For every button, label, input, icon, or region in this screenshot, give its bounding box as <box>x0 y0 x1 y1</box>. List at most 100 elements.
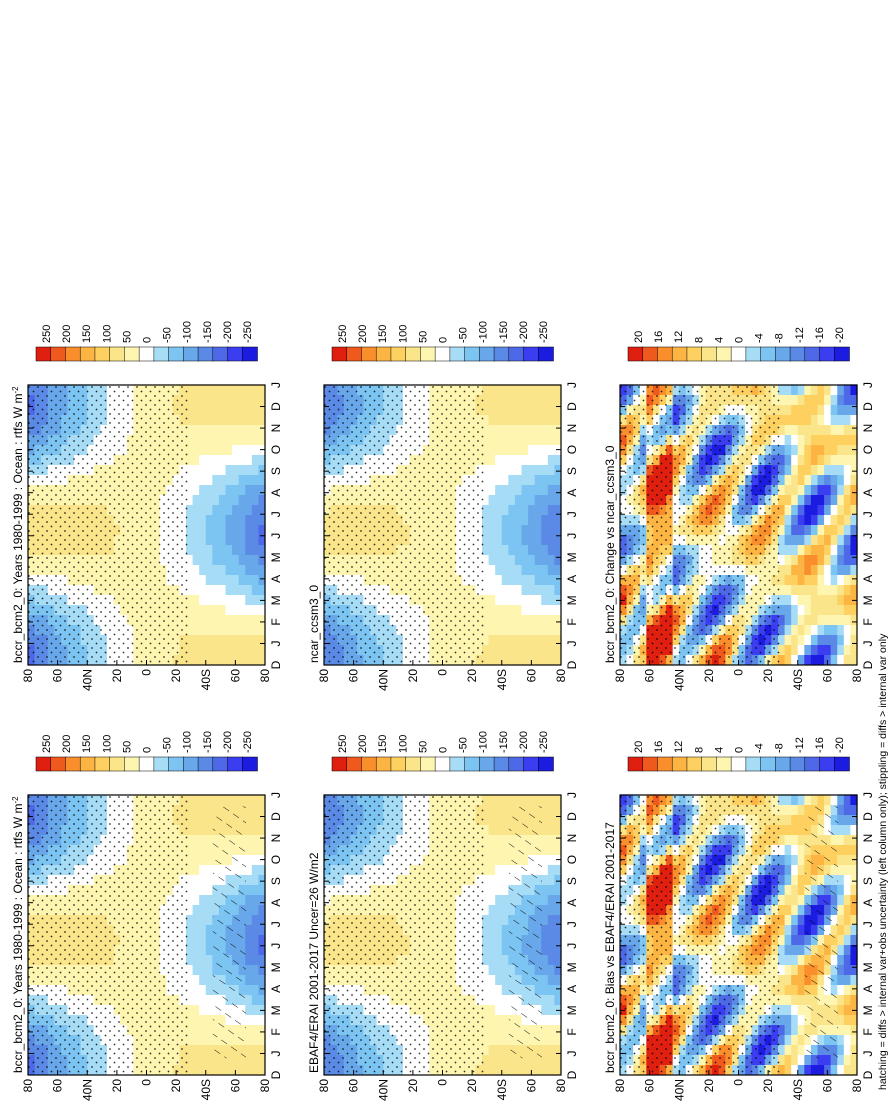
heatmap-cell <box>554 544 562 555</box>
heatmap-cell <box>843 1024 852 1035</box>
colorbar-swatch <box>50 346 67 362</box>
heatmap-cell <box>508 554 516 565</box>
y-tick-label: 20 <box>169 669 183 683</box>
heatmap-cell <box>258 974 266 985</box>
heatmap-cell <box>192 984 200 995</box>
heatmap-cell <box>791 1004 799 1015</box>
heatmap-cell <box>245 834 253 845</box>
heatmap-cell <box>784 984 792 995</box>
heatmap-cell <box>192 944 200 955</box>
heatmap-cell <box>251 944 260 955</box>
heatmap-cell <box>251 594 260 605</box>
heatmap-cell <box>508 794 516 805</box>
heatmap-cell <box>245 914 253 925</box>
heatmap-cell <box>205 1014 213 1025</box>
colorbar-tick-label: 0 <box>734 747 746 753</box>
heatmap-cell <box>784 934 792 945</box>
colorbar-tick-label: 0 <box>438 747 450 753</box>
y-tick-label: 60 <box>524 1079 538 1093</box>
heatmap-cell <box>245 984 253 995</box>
heatmap-cell <box>225 514 233 525</box>
heatmap-cell <box>791 994 799 1005</box>
heatmap-cell <box>501 884 509 895</box>
heatmap-cell <box>521 654 529 665</box>
heatmap-cell <box>495 1004 503 1015</box>
heatmap-cell <box>541 564 549 575</box>
heatmap-cell <box>501 614 509 625</box>
heatmap-cell <box>784 844 792 855</box>
heatmap-cell <box>488 984 496 995</box>
x-tick-label: M <box>861 962 875 972</box>
heatmap-cell <box>225 494 233 505</box>
y-tick-label: 40N <box>80 669 94 691</box>
colorbar-swatch <box>464 756 481 772</box>
heatmap-cell <box>218 424 227 435</box>
heatmap-cell <box>837 914 845 925</box>
heatmap-cell <box>238 574 246 585</box>
heatmap-cell <box>804 794 812 805</box>
heatmap-cell <box>554 884 562 895</box>
colorbar-swatch <box>109 756 126 772</box>
heatmap-cell <box>547 1014 556 1025</box>
colorbar-swatch <box>79 346 96 362</box>
heatmap-cell <box>205 824 213 835</box>
heatmap-cell <box>205 1034 213 1045</box>
heatmap-cell <box>199 614 207 625</box>
heatmap-cell <box>547 574 556 585</box>
heatmap-cell <box>784 804 792 815</box>
colorbar-swatch <box>375 756 392 772</box>
heatmap-cell <box>521 514 529 525</box>
heatmap-cell <box>199 504 207 515</box>
heatmap-cell <box>521 524 529 535</box>
heatmap-cell <box>541 544 549 555</box>
heatmap-cell <box>534 624 542 635</box>
heatmap-cell <box>843 1044 852 1055</box>
heatmap-cell <box>238 424 246 435</box>
heatmap-cell <box>528 614 536 625</box>
heatmap-cell <box>251 924 260 935</box>
heatmap-cell <box>797 924 805 935</box>
heatmap-cell <box>541 1024 549 1035</box>
heatmap-cell <box>547 1024 556 1035</box>
x-tick-label: S <box>269 467 283 475</box>
heatmap-cell <box>225 624 233 635</box>
heatmap-cell <box>238 394 246 405</box>
x-tick-label: J <box>861 1050 875 1056</box>
heatmap-cell <box>245 584 253 595</box>
heatmap-cell <box>541 614 549 625</box>
heatmap-cell <box>258 1004 266 1015</box>
heatmap-cell <box>245 514 253 525</box>
heatmap-cell <box>251 1034 260 1045</box>
heatmap-cell <box>554 574 562 585</box>
colorbar-swatch <box>745 756 762 772</box>
heatmap-cell <box>817 794 825 805</box>
heatmap-cell <box>251 1054 260 1065</box>
heatmap-cell <box>850 804 858 815</box>
heatmap-cell <box>245 864 253 875</box>
heatmap-cell <box>199 474 207 485</box>
heatmap-cell <box>205 414 213 425</box>
heatmap-cell <box>541 584 549 595</box>
heatmap-cell <box>232 494 240 505</box>
heatmap-cell <box>192 644 200 655</box>
heatmap-cell <box>837 934 845 945</box>
heatmap-cell <box>245 494 253 505</box>
heatmap-cell <box>199 834 207 845</box>
heatmap-cell <box>554 1004 562 1015</box>
heatmap-cell <box>218 794 227 805</box>
heatmap-cell <box>251 564 260 575</box>
heatmap-cell <box>212 574 220 585</box>
heatmap-cell <box>554 984 562 995</box>
heatmap-cell <box>218 504 227 515</box>
heatmap-cell <box>850 904 858 915</box>
heatmap-cell <box>547 934 556 945</box>
heatmap-cell <box>547 544 556 555</box>
heatmap-cell <box>501 574 509 585</box>
heatmap-cell <box>218 614 227 625</box>
heatmap-cell <box>218 484 227 495</box>
heatmap-cell <box>199 624 207 635</box>
heatmap-cell <box>791 794 799 805</box>
panel-title: bccr_bcm2_0: Years 1980-1999 : Ocean : r… <box>11 796 26 1073</box>
heatmap-cell <box>843 864 852 875</box>
heatmap-cell <box>192 444 200 455</box>
